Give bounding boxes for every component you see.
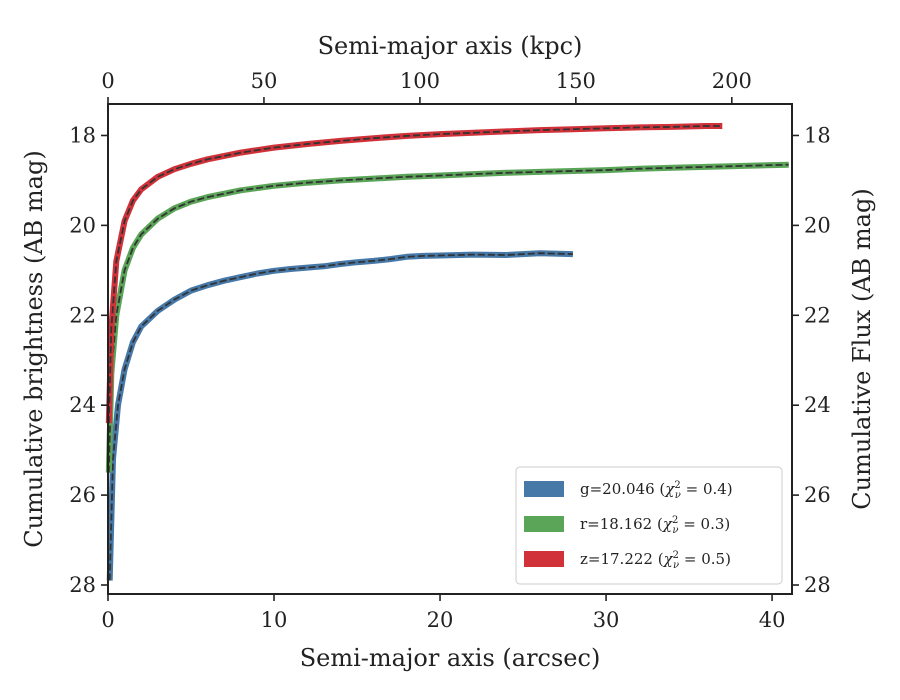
top-x-tick-label-1: 50 [251, 69, 278, 93]
legend-swatch-2 [524, 551, 564, 567]
x-tick-label-3: 30 [593, 608, 620, 632]
legend: g=20.046 (χ2 ν = 0.4) r=18.162 (χ2 ν = 0.3)… [515, 466, 783, 585]
right-y-axis-label: Cumulative Flux (AB mag) [848, 188, 876, 509]
x-tick-label-1: 10 [261, 608, 288, 632]
legend-label-2: z=17.222 (χ2 ν = 0.5) [580, 550, 731, 571]
legend-box [515, 466, 783, 585]
top-x-tick-label-2: 100 [400, 69, 440, 93]
ticks-layer: 0 10 20 30 40 0 50 100 150 200 18 18 20 20 22 22 24 24 26 2… [69, 69, 830, 632]
right-y-tick-label-5: 28 [804, 573, 831, 597]
right-y-tick-label-3: 24 [804, 393, 831, 417]
top-x-tick-label-4: 200 [712, 69, 752, 93]
y-tick-label-1: 20 [69, 213, 96, 237]
y-axis-label: Cumulative brightness (AB mag) [20, 150, 48, 547]
right-y-tick-label-4: 26 [804, 483, 831, 507]
legend-swatch-0 [524, 481, 564, 497]
plot-frame [107, 103, 793, 595]
x-tick-label-0: 0 [101, 608, 114, 632]
top-x-tick-label-3: 150 [556, 69, 596, 93]
y-tick-label-2: 22 [69, 303, 96, 327]
y-tick-label-5: 28 [69, 573, 96, 597]
x-axis-label: Semi-major axis (arcsec) [300, 644, 601, 672]
x-tick-label-2: 20 [427, 608, 454, 632]
y-tick-label-3: 24 [69, 393, 96, 417]
x-tick-label-4: 40 [759, 608, 786, 632]
legend-label-1: r=18.162 (χ2 ν = 0.3) [580, 515, 730, 536]
right-y-tick-label-0: 18 [804, 123, 831, 147]
y-tick-label-0: 18 [69, 123, 96, 147]
series-model-line-0 [108, 252, 573, 581]
right-y-tick-label-2: 22 [804, 303, 831, 327]
right-y-tick-label-1: 20 [804, 213, 831, 237]
series-model-line-2 [107, 125, 723, 424]
legend-label-0: g=20.046 (χ2 ν = 0.4) [580, 480, 733, 501]
series-layer [105, 123, 789, 581]
series-model-line-1 [107, 163, 789, 473]
y-tick-label-4: 26 [69, 483, 96, 507]
legend-swatch-1 [524, 516, 564, 532]
top-x-tick-label-0: 0 [101, 69, 114, 93]
top-x-axis-label: Semi-major axis (kpc) [318, 32, 583, 60]
